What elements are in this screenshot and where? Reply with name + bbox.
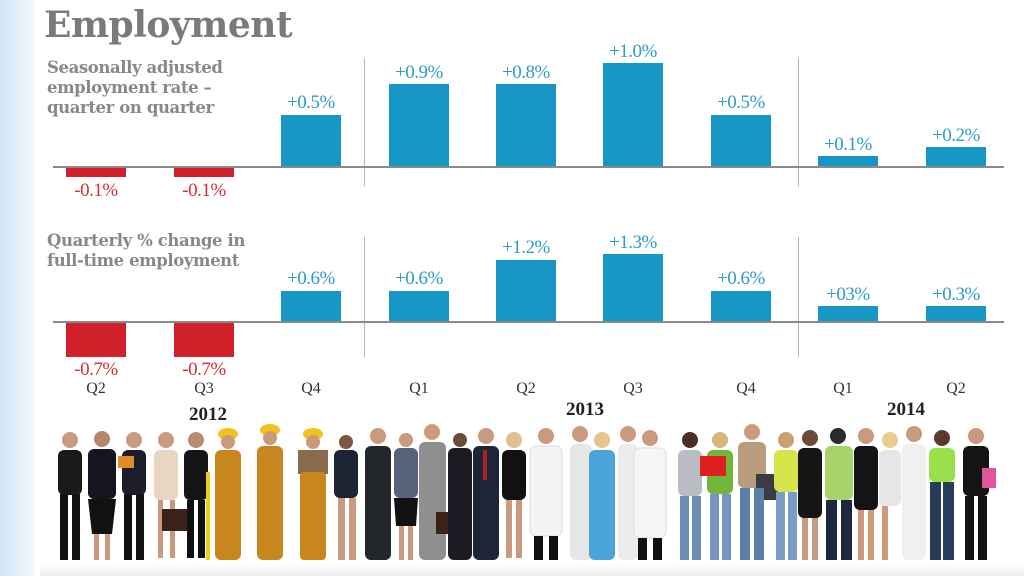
quarter-label: Q2 (516, 380, 536, 397)
quarter-label: Q1 (409, 380, 429, 397)
left-edge-gradient (0, 0, 34, 576)
bar (926, 306, 986, 321)
bar (496, 84, 556, 166)
chart2-subtitle-line: full-time employment (47, 251, 239, 270)
chart2-subtitle: Quarterly % change in full-time employme… (47, 231, 245, 271)
year-divider (364, 237, 365, 357)
bar (174, 167, 234, 177)
value-label: +0.6% (287, 268, 335, 289)
bar (66, 322, 126, 357)
year-label: 2013 (566, 399, 604, 420)
quarter-label: Q1 (833, 380, 853, 397)
bar (711, 115, 771, 166)
chart1-subtitle-line: quarter on quarter (47, 98, 214, 117)
chart1-baseline (53, 166, 1004, 168)
year-label: 2014 (887, 399, 925, 420)
value-label: -0.7% (182, 359, 226, 380)
value-label: +0.5% (287, 92, 335, 113)
year-divider (364, 58, 365, 186)
page-title: Employment (44, 4, 293, 46)
quarter-label: Q3 (194, 380, 214, 397)
bar (66, 167, 126, 177)
bar (926, 147, 986, 166)
chart2-subtitle-line: Quarterly % change in (47, 231, 245, 250)
year-label: 2012 (189, 404, 227, 425)
value-label: +0.2% (932, 125, 980, 146)
year-divider (798, 58, 799, 186)
bar (281, 115, 341, 166)
bar (389, 291, 449, 321)
value-label: +0.1% (824, 134, 872, 155)
quarter-label: Q4 (736, 380, 756, 397)
quarter-label: Q2 (946, 380, 966, 397)
value-label: +0.3% (932, 284, 980, 305)
value-label: -0.1% (74, 180, 118, 201)
bar (711, 291, 771, 321)
bar (389, 84, 449, 166)
chart1-subtitle: Seasonally adjusted employment rate – qu… (47, 58, 223, 118)
quarter-label: Q4 (301, 380, 321, 397)
value-label: +1.0% (609, 41, 657, 62)
bar (174, 322, 234, 357)
value-label: +0.6% (395, 268, 443, 289)
quarter-label: Q3 (623, 380, 643, 397)
bar (603, 254, 663, 321)
value-label: -0.7% (74, 359, 118, 380)
value-label: +0.5% (717, 92, 765, 113)
workers-illustration (40, 424, 1024, 576)
bar (818, 306, 878, 321)
workers-photo (40, 422, 1024, 576)
value-label: +0.8% (502, 62, 550, 83)
value-label: -0.1% (182, 180, 226, 201)
bar (818, 156, 878, 166)
bar (496, 260, 556, 321)
value-label: +0.6% (717, 268, 765, 289)
bar (603, 63, 663, 166)
value-label: +1.3% (609, 232, 657, 253)
person-figures (58, 424, 996, 560)
value-label: +03% (826, 284, 870, 305)
value-label: +0.9% (395, 62, 443, 83)
chart2-baseline (53, 321, 1004, 323)
chart1-subtitle-line: Seasonally adjusted (47, 58, 223, 77)
bar (281, 291, 341, 321)
chart1-subtitle-line: employment rate – (47, 78, 212, 97)
year-divider (798, 237, 799, 357)
value-label: +1.2% (502, 237, 550, 258)
quarter-label: Q2 (86, 380, 106, 397)
